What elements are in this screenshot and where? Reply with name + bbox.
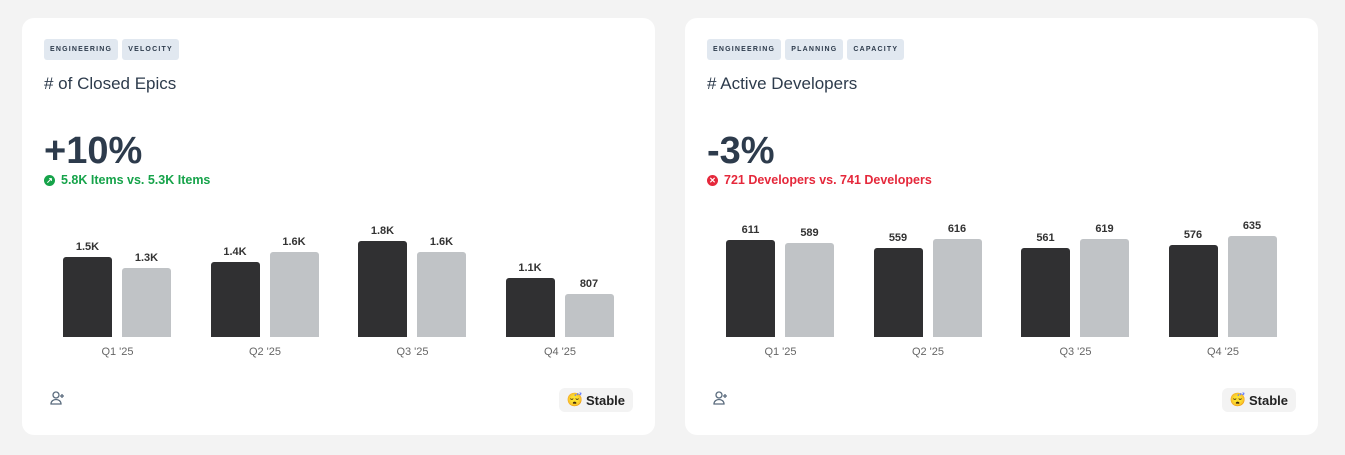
bar-label: 616 — [947, 223, 967, 236]
bar[interactable] — [1080, 238, 1129, 337]
bar[interactable] — [1168, 245, 1218, 337]
bar[interactable] — [1227, 236, 1277, 337]
bar[interactable] — [564, 293, 614, 337]
tag[interactable]: VELOCITY — [122, 39, 179, 60]
bar-label: 1.6K — [429, 235, 454, 248]
bar-label: 1.6K — [282, 235, 306, 248]
bar-label: 1.1K — [518, 262, 542, 275]
metric-card: ENGINEERING PLANNING CAPACITY # Active Deve… — [685, 18, 1318, 435]
bar[interactable] — [417, 251, 466, 337]
bar-label: 619 — [1095, 222, 1114, 235]
bar[interactable] — [63, 257, 112, 337]
x-tick-label: Q1 '25 — [764, 346, 797, 358]
bar-chart: 611 589 Q1 '25 559 616 Q2 '25 561 619 Q3 '25 576 6… — [707, 208, 1297, 378]
bar-label: 1.8K — [370, 225, 395, 237]
status-label: Stable — [1248, 392, 1288, 408]
comparison-text: 721 Developers vs. 741 Developers — [724, 173, 932, 187]
x-tick-label: Q4 '25 — [1206, 346, 1240, 358]
bar-label: 559 — [888, 232, 908, 245]
x-tick-label: Q1 '25 — [101, 346, 134, 358]
sleeping-face-icon: 😴 — [1229, 392, 1246, 407]
x-tick-label: Q2 '25 — [911, 346, 945, 358]
bar[interactable] — [726, 239, 775, 337]
bar[interactable] — [785, 243, 834, 337]
tag-list: ENGINEERING PLANNING CAPACITY — [707, 39, 905, 60]
bar-label: 1.5K — [75, 241, 100, 253]
bar-chart: 1.5K 1.3K Q1 '25 1.4K 1.6K Q2 '25 1.8K 1.6K Q3 '… — [44, 208, 634, 378]
bar[interactable] — [210, 262, 260, 337]
bar[interactable] — [269, 251, 319, 337]
tag[interactable]: ENGINEERING — [707, 39, 782, 60]
change-value: +10% — [44, 130, 143, 172]
bar-label: 561 — [1036, 231, 1055, 244]
sleeping-face-icon: 😴 — [566, 392, 583, 407]
x-tick-label: Q2 '25 — [248, 346, 282, 358]
bar-label: 807 — [579, 277, 599, 290]
card-title: # Active Developers — [707, 74, 858, 93]
trend-up-icon: ↗ — [44, 174, 55, 186]
status-badge[interactable]: 😴 Stable — [1221, 388, 1296, 412]
tag[interactable]: CAPACITY — [847, 39, 905, 60]
x-tick-label: Q3 '25 — [396, 346, 429, 358]
bar-label: 576 — [1183, 229, 1203, 242]
x-tick-label: Q4 '25 — [543, 346, 577, 358]
bar[interactable] — [505, 278, 555, 337]
comparison-text: 5.8K Items vs. 5.3K Items — [61, 173, 211, 187]
bar[interactable] — [122, 267, 171, 337]
change-value: -3% — [707, 130, 775, 172]
tag[interactable]: PLANNING — [785, 39, 844, 60]
bar-label: 611 — [741, 223, 760, 236]
metric-card: ENGINEERING VELOCITY # of Closed Epics +10%… — [22, 18, 655, 435]
bar[interactable] — [873, 248, 923, 337]
tag-list: ENGINEERING VELOCITY — [44, 39, 179, 60]
bar-label: 589 — [800, 227, 819, 240]
bar[interactable] — [1021, 247, 1070, 337]
add-user-icon[interactable] — [713, 390, 729, 406]
bar[interactable] — [932, 239, 982, 337]
bar-label: 1.4K — [223, 246, 247, 259]
bar[interactable] — [358, 241, 407, 337]
x-tick-label: Q3 '25 — [1059, 346, 1092, 358]
bar-label: 1.3K — [134, 251, 159, 264]
card-title: # of Closed Epics — [44, 74, 177, 93]
add-user-icon[interactable] — [50, 390, 66, 406]
trend-down-icon: ✕ — [707, 174, 718, 186]
tag[interactable]: ENGINEERING — [44, 39, 119, 60]
bar-label: 635 — [1242, 220, 1262, 232]
status-badge[interactable]: 😴 Stable — [558, 388, 633, 412]
status-label: Stable — [585, 392, 625, 408]
